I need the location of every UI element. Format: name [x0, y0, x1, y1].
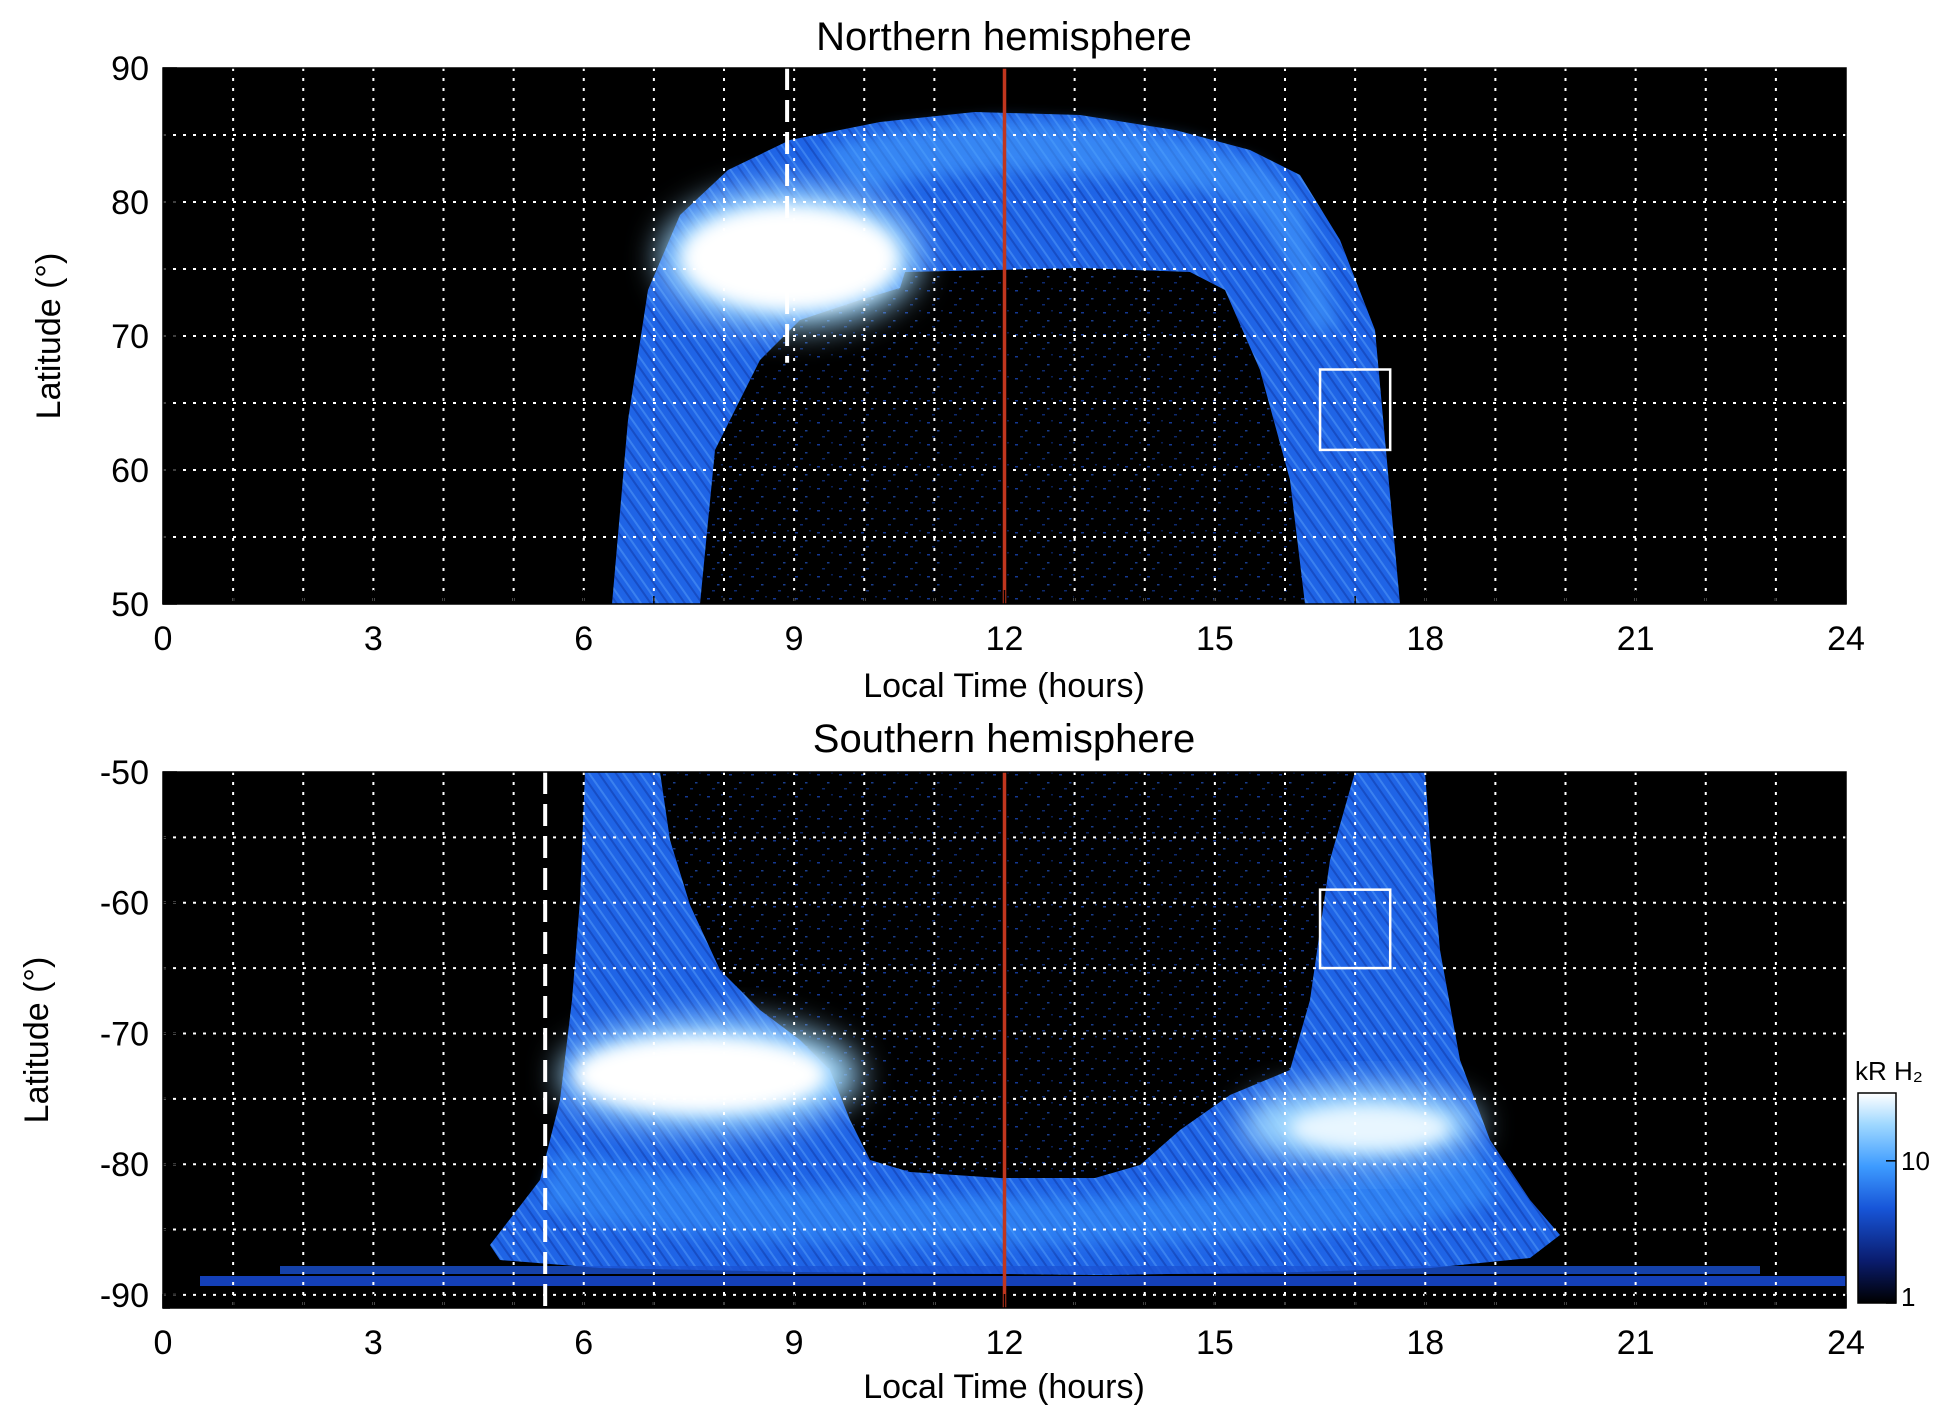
- south-y-ticks: -50 -60 -70 -80 -90: [100, 754, 177, 1315]
- south-y-tick-label: -70: [100, 1015, 149, 1053]
- south-y-tick-label: -50: [100, 754, 149, 792]
- south-polar-edge-band-inner: [280, 1266, 1760, 1274]
- north-y-axis-label: Latitude (°): [30, 253, 68, 420]
- south-polar-edge-band: [200, 1276, 1846, 1286]
- south-x-tick-label: 9: [785, 1324, 804, 1362]
- north-heatmap: [163, 68, 1846, 604]
- south-y-axis-label: Latitude (°): [18, 957, 56, 1124]
- south-y-tick-label: -90: [100, 1277, 149, 1315]
- north-title: Northern hemisphere: [816, 15, 1192, 59]
- south-oval-brighter-band: [540, 1150, 1500, 1245]
- south-x-tick-label: 3: [364, 1324, 383, 1362]
- south-bright-spot-2: [1290, 1106, 1450, 1150]
- north-x-tick-label: 6: [574, 620, 593, 658]
- north-bright-spot: [682, 206, 898, 310]
- north-highlight-box: [1318, 368, 1392, 452]
- north-x-tick-label: 15: [1196, 620, 1234, 658]
- south-title: Southern hemisphere: [813, 717, 1195, 761]
- south-highlight-box: [1318, 888, 1392, 970]
- south-panel: 0 3 6 9 12 15 18 21 24 -50 -60 -70 -80 -90 Southern …: [18, 717, 1865, 1406]
- south-x-axis-label: Local Time (hours): [863, 1368, 1145, 1406]
- north-x-tick-label: 3: [364, 620, 383, 658]
- south-bright-spot-1: [575, 1037, 825, 1113]
- north-x-tick-label: 0: [154, 620, 173, 658]
- north-x-tick-label: 24: [1827, 620, 1865, 658]
- south-y-tick-label: -80: [100, 1146, 149, 1184]
- north-x-tick-label: 9: [785, 620, 804, 658]
- north-x-axis-label: Local Time (hours): [863, 667, 1145, 705]
- colorbar-tick-label: 1: [1901, 1282, 1915, 1312]
- north-y-tick-label: 90: [111, 50, 149, 88]
- north-x-tick-label: 21: [1617, 620, 1655, 658]
- north-y-tick-label: 60: [111, 452, 149, 490]
- south-x-ticks: 0 3 6 9 12 15 18 21 24: [154, 1294, 1865, 1362]
- north-polar-cap-speckle: [700, 268, 1305, 604]
- north-y-ticks: 50 60 70 80 90: [111, 50, 177, 624]
- north-x-ticks: 0 3 6 9 12 15 18 21 24: [154, 590, 1865, 658]
- colorbar-gradient: [1857, 1092, 1897, 1304]
- north-y-tick-label: 80: [111, 184, 149, 222]
- south-x-tick-label: 15: [1196, 1324, 1234, 1362]
- south-y-tick-label: -60: [100, 885, 149, 923]
- north-panel: 0 3 6 9 12 15 18 21 24 50 60 70 80 90 Northern hemis…: [30, 15, 1865, 705]
- colorbar-ticks: 1 10: [1886, 1146, 1930, 1312]
- south-x-tick-label: 12: [986, 1324, 1024, 1362]
- colorbar-tick-label: 10: [1901, 1146, 1930, 1176]
- north-x-tick-label: 18: [1406, 620, 1444, 658]
- colorbar-label: kR H₂: [1855, 1056, 1923, 1086]
- north-oval-brighter-band: [820, 120, 1340, 330]
- north-x-tick-label: 12: [986, 620, 1024, 658]
- south-x-tick-label: 24: [1827, 1324, 1865, 1362]
- north-y-tick-label: 50: [111, 586, 149, 624]
- north-y-tick-label: 70: [111, 318, 149, 356]
- south-x-tick-label: 18: [1406, 1324, 1444, 1362]
- colorbar: kR H₂ 1 10: [1855, 1056, 1930, 1312]
- south-x-tick-label: 0: [154, 1324, 173, 1362]
- south-heatmap: [163, 772, 1846, 1308]
- south-x-tick-label: 21: [1617, 1324, 1655, 1362]
- south-x-tick-label: 6: [574, 1324, 593, 1362]
